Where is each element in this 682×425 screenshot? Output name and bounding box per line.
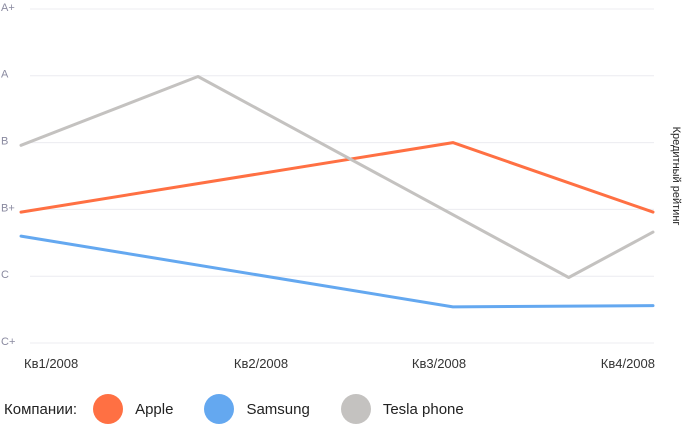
y-tick-label: B+ [1, 202, 15, 214]
series-line-samsung [19, 234, 655, 309]
y-axis-ticks: C+ C B+ B A A+ [1, 2, 15, 348]
legend-item-samsung[interactable]: Samsung [204, 394, 310, 424]
legend-item-tesla-phone[interactable]: Tesla phone [340, 394, 464, 424]
x-tick-label: Кв3/2008 [412, 356, 466, 371]
series-lines [19, 75, 655, 309]
legend-title: Компании: [4, 400, 78, 418]
x-tick-label: Кв2/2008 [234, 356, 288, 371]
x-tick-label: Кв4/2008 [601, 356, 655, 371]
y-tick-label: C+ [1, 336, 15, 348]
series-line-apple [19, 141, 655, 214]
legend-label-samsung: Samsung [246, 400, 310, 418]
legend-label-tesla-phone: Tesla phone [382, 400, 464, 418]
y-tick-label: A+ [1, 2, 15, 14]
legend-item-apple[interactable]: Apple [93, 394, 173, 424]
legend-swatch-samsung [204, 394, 235, 424]
x-tick-label: Кв1/2008 [24, 356, 78, 371]
y-axis-title: Кредитный рейтинг [670, 127, 682, 226]
legend-swatch-tesla-phone [340, 394, 371, 424]
y-tick-label: B [1, 136, 8, 148]
x-axis-ticks: Кв1/2008 Кв2/2008 Кв3/2008 Кв4/2008 [24, 356, 655, 371]
y-tick-label: C [1, 269, 9, 281]
y-tick-label: A [1, 69, 9, 81]
gridlines [30, 8, 654, 344]
legend: Компании: Apple Samsung Tesla phone [4, 391, 495, 425]
series-line-tesla-phone [19, 75, 655, 279]
legend-swatch-apple [93, 394, 124, 424]
legend-label-apple: Apple [135, 400, 174, 418]
